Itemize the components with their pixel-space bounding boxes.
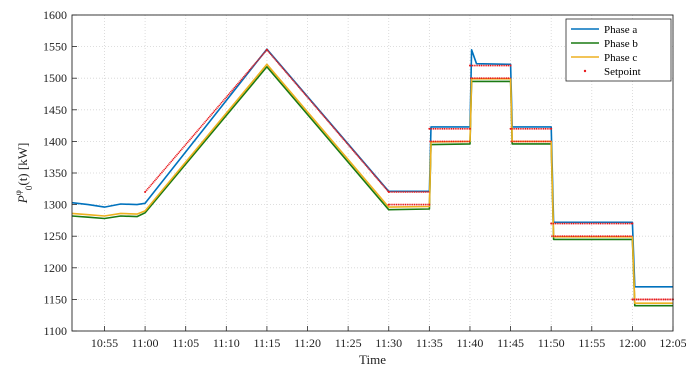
x-tick-label: 11:45 xyxy=(497,336,524,350)
x-tick-label: 11:25 xyxy=(335,336,362,350)
x-tick-label: 11:35 xyxy=(416,336,443,350)
y-tick-label: 1550 xyxy=(43,40,67,54)
setpoint-point xyxy=(265,48,268,51)
y-axis-title-rest: (t) [kW] xyxy=(15,143,30,186)
x-tick-label: 11:20 xyxy=(294,336,321,350)
y-tick-label: 1250 xyxy=(43,229,67,243)
x-tick-label: 11:05 xyxy=(172,336,199,350)
setpoint-point xyxy=(144,190,147,193)
setpoint-point xyxy=(550,127,553,130)
x-tick-label: 11:40 xyxy=(457,336,484,350)
x-tick-label: 11:55 xyxy=(578,336,605,350)
x-tick-label: 11:00 xyxy=(132,336,159,350)
setpoint-point xyxy=(428,203,431,206)
y-axis-title-main: P xyxy=(15,195,30,204)
setpoint-point xyxy=(631,298,634,301)
setpoint-point xyxy=(468,64,471,67)
y-tick-label: 1300 xyxy=(43,198,67,212)
x-tick-label: 12:00 xyxy=(619,336,646,350)
legend-label-phase-b: Phase b xyxy=(604,38,638,50)
plot-area xyxy=(71,48,674,307)
setpoint-point xyxy=(509,127,512,130)
y-axis-title-sup: φ xyxy=(13,190,23,195)
y-tick-label: 1450 xyxy=(43,103,67,117)
y-tick-label: 1200 xyxy=(43,261,67,275)
setpoint-point xyxy=(387,190,390,193)
tick-labels: 1100 1150 1200 1250 1300 1350 1400 1450 1500 1550… xyxy=(43,8,686,350)
setpoint-point xyxy=(387,203,390,206)
x-tick-label: 11:10 xyxy=(213,336,240,350)
y-tick-label: 1350 xyxy=(43,166,67,180)
setpoint-point xyxy=(468,127,471,130)
legend-label-phase-a: Phase a xyxy=(604,24,637,36)
setpoint-point xyxy=(509,64,512,67)
y-tick-label: 1600 xyxy=(43,8,67,22)
x-tick-label: 11:15 xyxy=(253,336,280,350)
x-tick-label: 11:30 xyxy=(375,336,402,350)
x-tick-label: 12:05 xyxy=(659,336,686,350)
y-tick-label: 1400 xyxy=(43,134,67,148)
setpoint-point xyxy=(428,127,431,130)
legend-label-setpoint: Setpoint xyxy=(604,66,641,78)
y-tick-label: 1500 xyxy=(43,71,67,85)
setpoint-point xyxy=(550,222,553,225)
setpoint-point xyxy=(631,222,634,225)
legend: Phase a Phase b Phase c Setpoint xyxy=(565,18,672,82)
x-tick-label: 10:55 xyxy=(91,336,118,350)
x-tick-label: 11:50 xyxy=(538,336,565,350)
y-tick-label: 1150 xyxy=(43,292,67,306)
y-axis-title-sub: 0 xyxy=(24,185,34,190)
legend-label-phase-c: Phase c xyxy=(604,52,637,64)
x-axis-title: Time xyxy=(359,352,386,367)
legend-swatch-setpoint xyxy=(583,69,587,73)
y-axis-title: Pφ0(t) [kW] xyxy=(13,143,34,205)
y-tick-label: 1100 xyxy=(43,324,67,338)
